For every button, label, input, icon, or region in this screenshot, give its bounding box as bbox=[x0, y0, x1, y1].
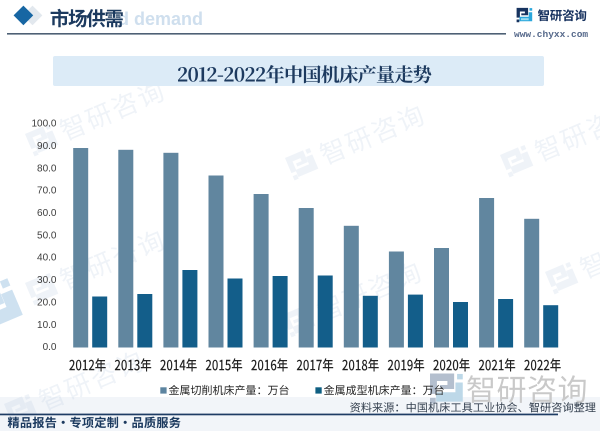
svg-text:100.0: 100.0 bbox=[31, 119, 56, 130]
svg-text:30.0: 30.0 bbox=[37, 275, 57, 286]
svg-text:www.chyxx.com: www.chyxx.com bbox=[514, 29, 588, 40]
svg-text:60.0: 60.0 bbox=[37, 208, 57, 219]
svg-text:40.0: 40.0 bbox=[37, 253, 57, 264]
svg-text:20.0: 20.0 bbox=[37, 297, 57, 308]
svg-text:80.0: 80.0 bbox=[37, 163, 57, 174]
svg-text:d demand: d demand bbox=[118, 9, 203, 29]
svg-text:70.0: 70.0 bbox=[37, 186, 57, 197]
svg-text:10.0: 10.0 bbox=[37, 320, 57, 331]
svg-text:90.0: 90.0 bbox=[37, 141, 57, 152]
svg-text:0.0: 0.0 bbox=[43, 342, 57, 353]
svg-text:50.0: 50.0 bbox=[37, 230, 57, 241]
